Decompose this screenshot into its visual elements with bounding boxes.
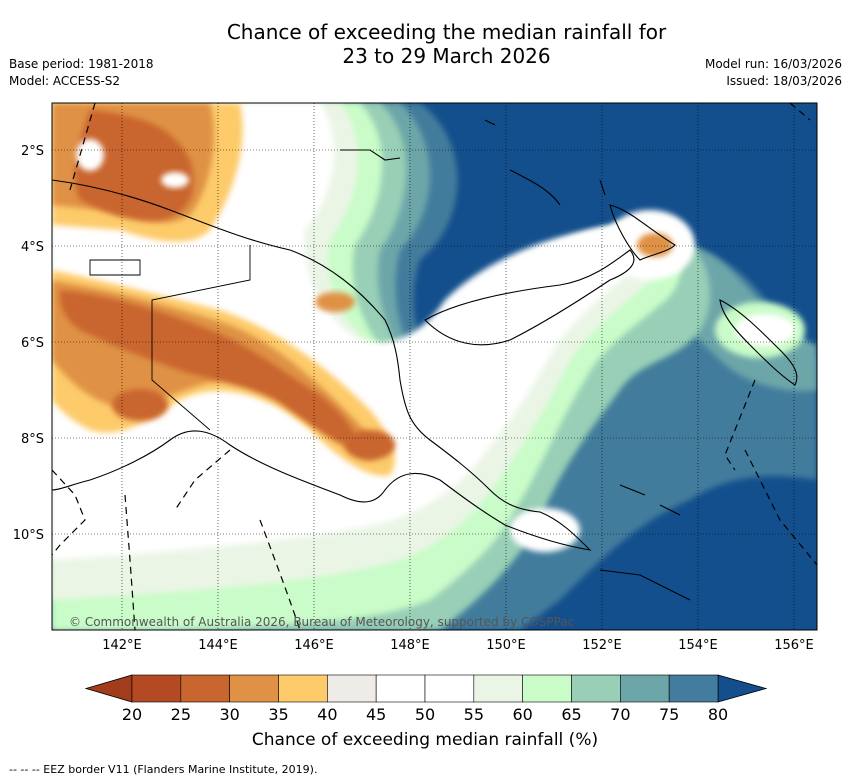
colorbar-segment [180,674,230,703]
lon-tick: 150°E [486,638,526,653]
chart-title: Chance of exceeding the median rainfall … [0,20,850,68]
base-period-text: Base period: 1981-2018 [9,57,154,71]
title-line-1: Chance of exceeding the median rainfall … [226,20,667,44]
model-run-text: Model run: 16/03/2026 [704,57,842,71]
coastlines [52,119,798,601]
dry-patch-east [345,430,395,460]
colorbar-segment [522,674,572,703]
eez-footnote: -- -- -- EEZ border V11 (Flanders Marine… [9,763,318,776]
colorbar-tick-label: 75 [659,705,679,724]
lon-tick: 148°E [390,638,430,653]
colorbar-tick-label: 80 [708,705,728,724]
colorbar-tick-label: 40 [317,705,337,724]
dry-patch-north [315,292,355,312]
band-25-30 [74,110,194,221]
lat-tick: 8°S [21,432,44,447]
map-field: © Commonwealth of Australia 2026, Bureau… [52,103,817,630]
colorbar-tick-label: 55 [464,705,484,724]
meta-left: Base period: 1981-2018 Model: ACCESS-S2 [9,56,154,90]
colorbar-segment [131,674,182,703]
colorbar-segment [620,674,670,703]
meta-right: Model run: 16/03/2026 Issued: 18/03/2026 [705,56,842,90]
colorbar: 20 25 30 35 40 45 50 55 60 65 70 75 80 [84,674,768,724]
colorbar-segment [375,674,426,703]
wet-hole-northwest [76,139,104,171]
colorbar-label: Chance of exceeding median rainfall (%) [251,730,599,750]
colorbar-tick-label: 65 [561,705,581,724]
wet-hole-north [161,172,189,188]
colorbar-low-extension [84,674,133,703]
colorbar-tick-label: 45 [366,705,386,724]
lon-tick: 154°E [678,638,718,653]
bougainville-white [735,314,795,346]
colorbar-high-extension [717,674,768,703]
colorbar-tick-label: 70 [610,705,630,724]
copyright-text: © Commonwealth of Australia 2026, Bureau… [69,615,574,629]
colorbar-tick-label: 20 [122,705,142,724]
colorbar-segment [278,674,328,703]
lat-tick: 6°S [21,336,44,351]
dry-patch-south [112,389,168,421]
lat-tick: 10°S [13,528,44,543]
colorbar-segment [327,674,377,703]
lon-tick: 156°E [774,638,814,653]
colorbar-tick-label: 60 [512,705,532,724]
band-25-30-b [59,290,356,445]
lat-tick: 2°S [21,144,44,159]
colorbar-segment [229,674,279,703]
dry-patch-new-ireland [637,233,673,257]
colorbar-tick-label: 30 [219,705,239,724]
model-text: Model: ACCESS-S2 [9,74,121,88]
title-line-2: 23 to 29 March 2026 [342,44,551,68]
issued-text: Issued: 18/03/2026 [726,74,842,88]
colorbar-segment [668,674,719,703]
eez-borders [52,103,817,630]
colorbar-tick-label: 35 [268,705,288,724]
map-frame [51,102,818,631]
lon-tick: 142°E [102,638,142,653]
se-tip-white [510,508,580,552]
colorbar-tick-label: 25 [171,705,191,724]
lon-tick: 152°E [582,638,622,653]
colorbar-segment [473,674,523,703]
colorbar-segment [424,674,475,703]
graticule [52,103,817,630]
lat-tick: 4°S [21,240,44,255]
colorbar-segment [571,674,621,703]
lon-tick: 146°E [294,638,334,653]
lon-tick: 144°E [198,638,238,653]
colorbar-tick-label: 50 [415,705,435,724]
